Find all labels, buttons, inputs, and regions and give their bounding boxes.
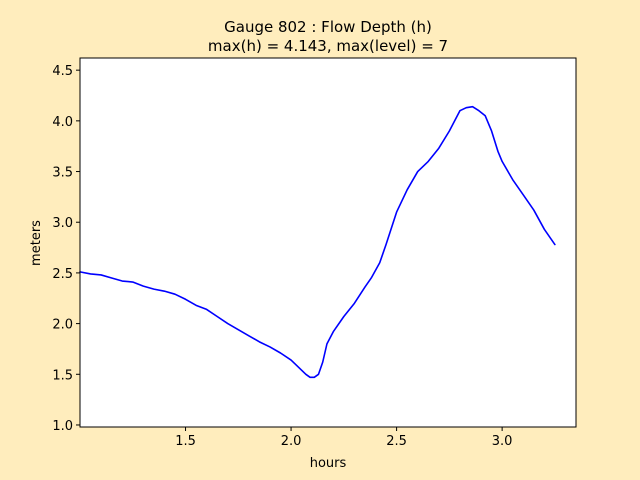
- series-line-flow-depth: [79, 105, 556, 379]
- x-tick-label: 1.5: [175, 434, 196, 449]
- plot-frame: [79, 57, 577, 428]
- y-tick-label: 2.0: [52, 318, 73, 333]
- x-axis-label: hours: [310, 456, 347, 471]
- y-tick-label: 3.5: [52, 166, 73, 181]
- y-tick-label: 1.5: [52, 368, 73, 383]
- y-tick-label: 3.0: [52, 216, 73, 231]
- x-tick-label: 2.0: [281, 434, 302, 449]
- x-axis-ticks: 1.5 2.0 2.5 3.0: [175, 427, 512, 449]
- y-axis-label: meters: [29, 220, 44, 266]
- y-tick-label: 2.5: [52, 267, 73, 282]
- y-tick-label: 1.0: [52, 419, 73, 434]
- x-tick-label: 2.5: [386, 434, 407, 449]
- chart-title-line1: Gauge 802 : Flow Depth (h): [224, 18, 432, 36]
- plot-area: [80, 58, 576, 427]
- y-axis-ticks: 1.0 1.5 2.0 2.5 3.0 3.5 4.0 4.5: [52, 64, 80, 434]
- data-layer: [79, 105, 556, 379]
- y-tick-label: 4.5: [52, 64, 73, 79]
- chart-title-line2: max(h) = 4.143, max(level) = 7: [208, 37, 448, 55]
- x-tick-label: 3.0: [492, 434, 513, 449]
- y-tick-label: 4.0: [52, 115, 73, 130]
